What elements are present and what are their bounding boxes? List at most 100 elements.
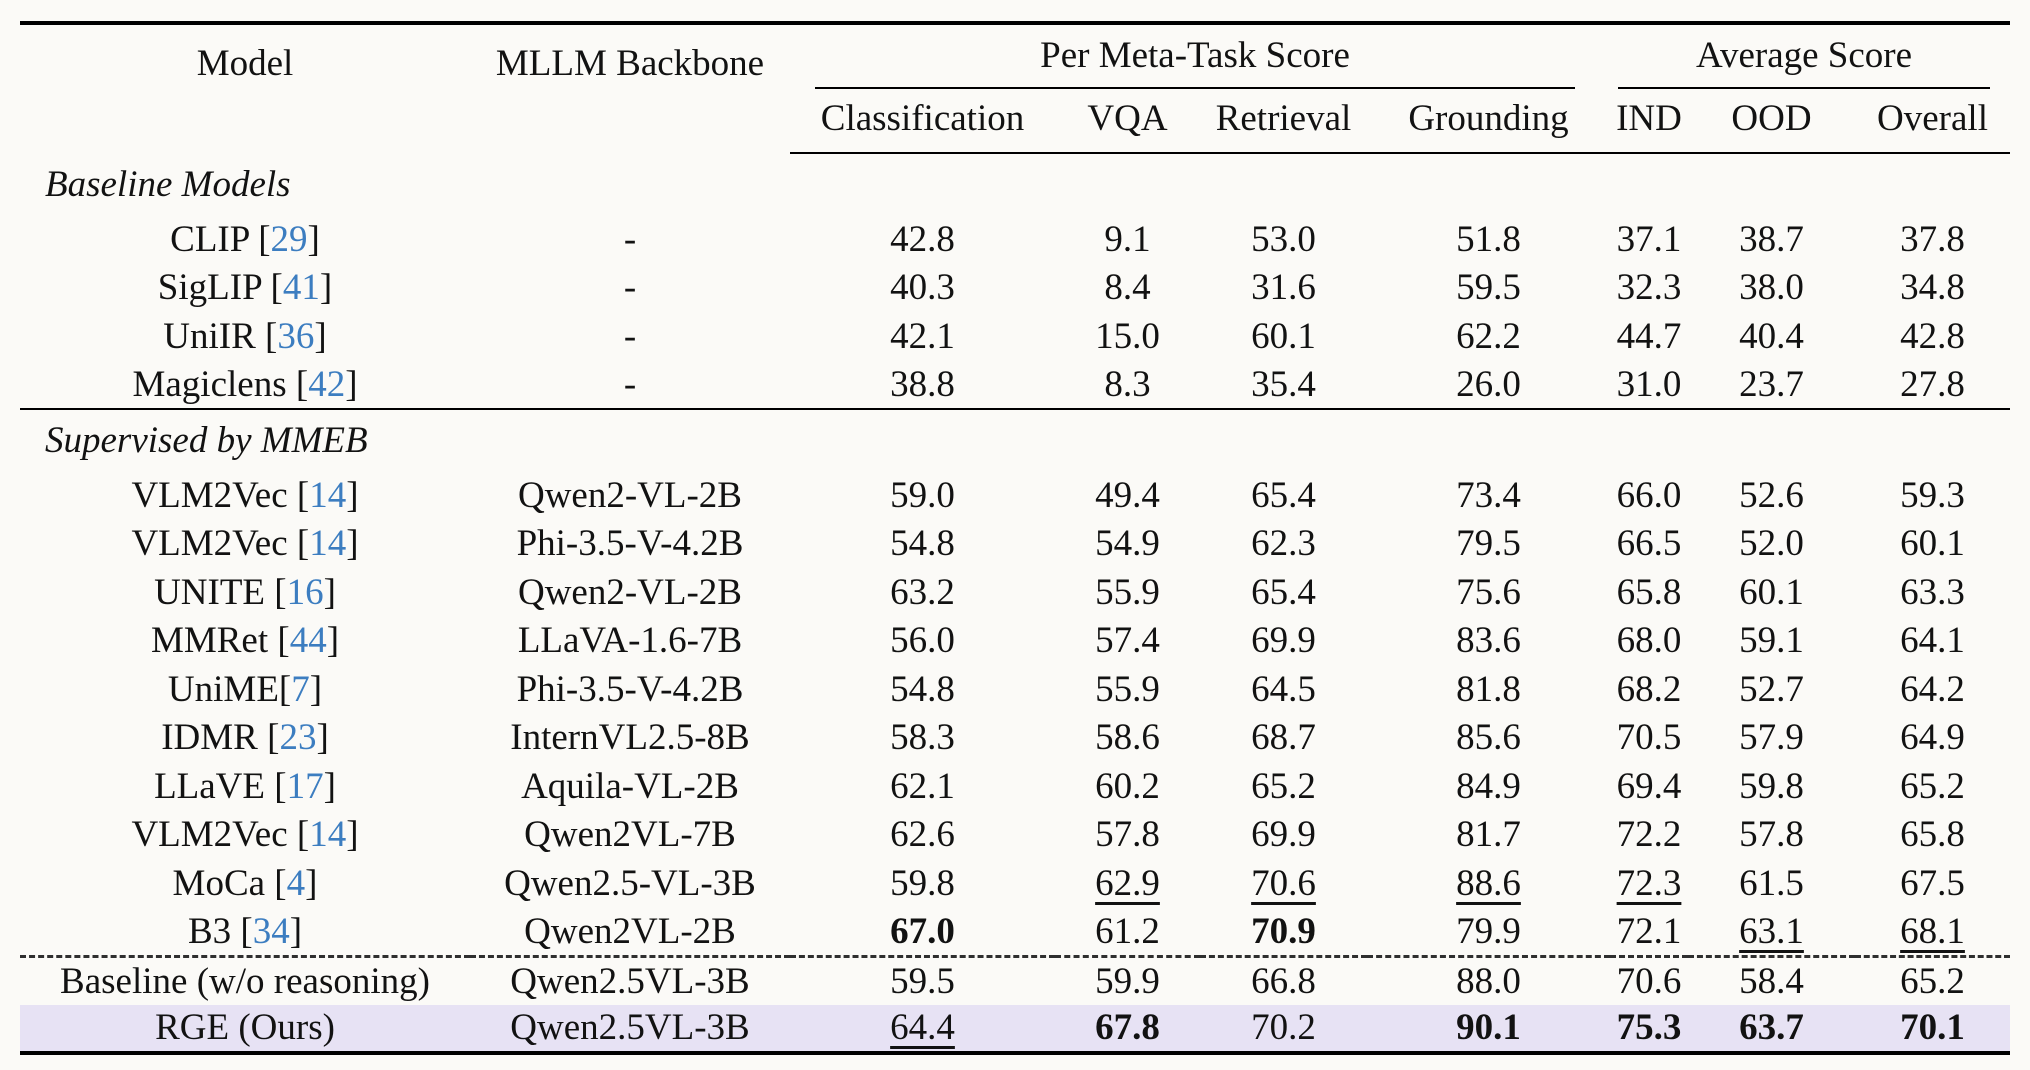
score-cell: 58.6 (1095, 717, 1160, 759)
citation-number[interactable]: 14 (309, 814, 347, 856)
column-header-retrieval: Retrieval (1200, 89, 1367, 154)
score-cell: 66.5 (1616, 523, 1682, 565)
citation-link[interactable]: [29] (258, 218, 320, 260)
citation-number[interactable]: 16 (286, 571, 324, 613)
backbone-cell: Phi-3.5-V-4.2B (516, 523, 744, 565)
score-cell: 75.3 (1610, 1004, 1688, 1053)
score-cell: 70.6 (1251, 862, 1316, 904)
model-name: RGE (Ours) (155, 1007, 335, 1049)
score-cell: 26.0 (1456, 363, 1521, 405)
score-cell: 63.3 (1900, 571, 1965, 613)
score-cell: 59.3 (1900, 474, 1965, 516)
citation-number[interactable]: 23 (279, 717, 317, 759)
citation-number[interactable]: 7 (291, 668, 310, 710)
score-cell: 65.8 (1900, 814, 1965, 856)
backbone-cell: - (623, 363, 637, 405)
citation-number[interactable]: 42 (308, 363, 346, 405)
table-row: LLaVE [17] Aquila-VL-2B 62.1 60.2 65.2 84.9 69… (20, 762, 2010, 811)
citation-number[interactable]: 36 (277, 315, 315, 357)
score-cell: 38.7 (1739, 218, 1804, 260)
model-cell: RGE (Ours) (20, 1004, 470, 1053)
score-cell: 35.4 (1251, 363, 1316, 405)
score-cell: 65.8 (1616, 571, 1682, 613)
model-name: UniME (167, 668, 279, 710)
citation-link[interactable]: [44] (277, 620, 340, 662)
table-row: UNITE [16] Qwen2-VL-2B 63.2 55.9 65.4 75.6 65.… (20, 568, 2010, 617)
citation-link[interactable]: [14] (296, 523, 359, 565)
citation-link[interactable]: [4] (274, 862, 318, 904)
score-cell: 44.7 (1616, 315, 1682, 357)
citation-link[interactable]: [23] (267, 717, 329, 759)
score-cell: 57.8 (1739, 814, 1804, 856)
score-cell: 62.9 (1095, 862, 1160, 904)
score-cell: 52.0 (1739, 523, 1804, 565)
table-row: VLM2Vec [14] Qwen2-VL-2B 59.0 49.4 65.4 73.4 6… (20, 471, 2010, 520)
score-cell: 32.3 (1616, 267, 1682, 309)
score-cell: 55.9 (1095, 571, 1160, 613)
citation-number[interactable]: 14 (309, 474, 347, 516)
citation-link[interactable]: [16] (274, 571, 336, 613)
group-label-per-meta-task-score: Per Meta-Task Score (815, 34, 1575, 89)
column-header-ood: OOD (1688, 89, 1855, 154)
score-cell: 59.5 (1456, 267, 1521, 309)
citation-number[interactable]: 44 (289, 620, 327, 662)
model-name: B3 (187, 910, 232, 952)
table-row: MMRet [44] LLaVA-1.6-7B 56.0 57.4 69.9 83.6 68… (20, 617, 2010, 666)
score-cell: 9.1 (1104, 218, 1151, 260)
citation-number[interactable]: 14 (309, 523, 347, 565)
table-row: UniIR [36] - 42.1 15.0 60.1 62.2 44.7 40.4 42.8 (20, 312, 2010, 361)
citation-link[interactable]: [7] (278, 668, 323, 710)
score-cell: 68.7 (1251, 717, 1316, 759)
results-table: Model MLLM Backbone Per Meta-Task Score … (20, 21, 2011, 1055)
score-cell: 59.5 (790, 954, 1055, 1005)
column-header-model: Model (196, 43, 294, 84)
score-cell: 37.8 (1900, 218, 1965, 260)
model-cell: B3 [34] (20, 908, 470, 957)
citation-number[interactable]: 41 (282, 267, 320, 309)
score-cell: 60.1 (1739, 571, 1804, 613)
table-row: CLIP [29] - 42.8 9.1 53.0 51.8 37.1 38.7 37.8 (20, 215, 2010, 264)
score-cell: 60.2 (1095, 765, 1160, 807)
score-cell: 52.6 (1739, 474, 1804, 516)
score-cell: 65.2 (1251, 765, 1316, 807)
score-cell: 79.9 (1456, 910, 1521, 952)
score-cell: 38.8 (890, 363, 955, 405)
citation-link[interactable]: [42] (295, 363, 358, 405)
column-header-vqa: VQA (1055, 89, 1200, 154)
citation-number[interactable]: 4 (286, 862, 306, 904)
column-group-per-meta-task-score: Per Meta-Task Score (790, 23, 1610, 89)
score-cell: 58.4 (1688, 954, 1855, 1005)
score-cell: 40.3 (890, 267, 955, 309)
score-cell: 37.1 (1616, 218, 1682, 260)
citation-link[interactable]: [36] (265, 315, 327, 357)
model-name: LLaVE (154, 765, 266, 807)
model-cell: UniME[7] (20, 665, 470, 714)
citation-link[interactable]: [14] (296, 814, 359, 856)
model-cell: VLM2Vec [14] (20, 471, 470, 520)
backbone-cell: InternVL2.5-8B (510, 717, 750, 759)
citation-link[interactable]: [41] (270, 267, 333, 309)
table-row: UniME[7] Phi-3.5-V-4.2B 54.8 55.9 64.5 81.8 68… (20, 665, 2010, 714)
score-cell: 54.8 (890, 523, 955, 565)
score-cell: 81.8 (1456, 668, 1521, 710)
table-row: VLM2Vec [14] Phi-3.5-V-4.2B 54.8 54.9 62.3 79… (20, 520, 2010, 569)
score-cell: 61.5 (1739, 862, 1804, 904)
model-cell: SigLIP [41] (20, 264, 470, 313)
citation-link[interactable]: [17] (274, 765, 336, 807)
score-cell: 49.4 (1095, 474, 1160, 516)
citation-link[interactable]: [14] (296, 474, 359, 516)
score-cell: 51.8 (1456, 218, 1521, 260)
citation-number[interactable]: 29 (270, 218, 308, 260)
score-cell: 64.4 (790, 1004, 1055, 1053)
citation-link[interactable]: [34] (240, 910, 303, 952)
backbone-cell: Qwen2VL-7B (524, 814, 736, 856)
model-name: Baseline (w/o reasoning) (60, 960, 430, 1002)
section-label: Baseline Models (45, 164, 291, 205)
score-cell: 52.7 (1739, 668, 1804, 710)
citation-number[interactable]: 17 (286, 765, 324, 807)
score-cell: 70.6 (1610, 954, 1688, 1005)
score-cell: 90.1 (1367, 1004, 1610, 1053)
citation-number[interactable]: 34 (252, 910, 290, 952)
model-cell: VLM2Vec [14] (20, 811, 470, 860)
